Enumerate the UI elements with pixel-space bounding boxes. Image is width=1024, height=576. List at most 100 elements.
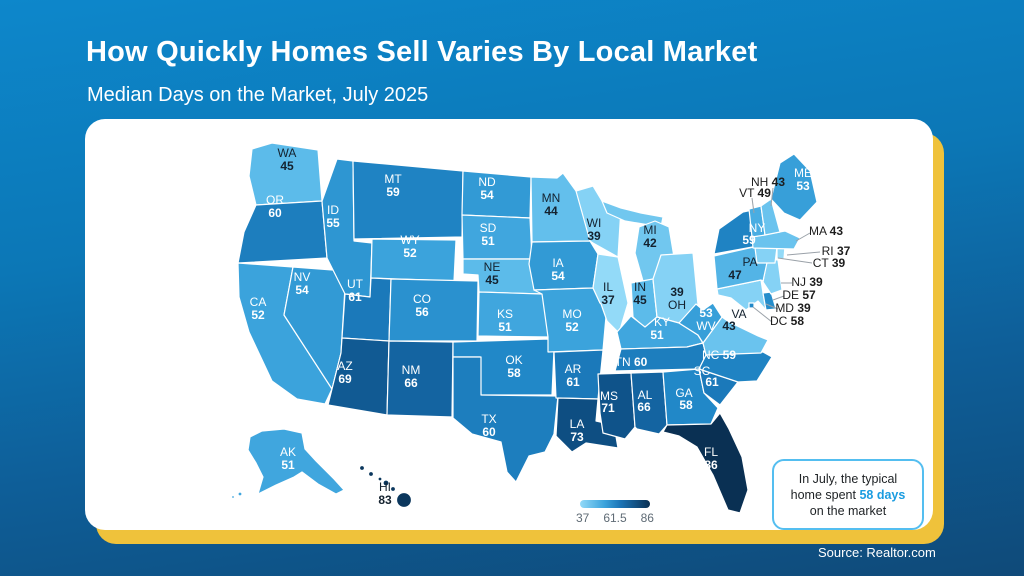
state-MT xyxy=(352,160,464,240)
state-label-IA: 54 xyxy=(551,269,565,283)
state-HI xyxy=(358,464,366,472)
state-label-MS: 71 xyxy=(601,401,615,415)
state-label-WY: 52 xyxy=(403,246,417,260)
state-label-NY: NY xyxy=(749,221,766,235)
state-label-KY: KY xyxy=(654,315,670,329)
state-label-AR: AR xyxy=(565,362,582,376)
state-label-CO: CO xyxy=(413,292,431,306)
state-TX xyxy=(452,356,559,483)
state-label-OR: 60 xyxy=(268,206,282,220)
state-label-TX: 60 xyxy=(482,425,496,439)
state-label-GA: 58 xyxy=(679,398,693,412)
state-label-CO: 56 xyxy=(415,305,429,319)
state-CT xyxy=(754,246,778,264)
state-label-LA: 73 xyxy=(570,430,584,444)
state-label-DE: DE 57 xyxy=(782,288,816,302)
state-label-ID: 55 xyxy=(326,216,340,230)
state-label-VT: VT 49 xyxy=(739,186,771,200)
state-label-IN: 45 xyxy=(633,293,647,307)
state-AK xyxy=(247,428,345,495)
state-label-WI: 39 xyxy=(587,229,601,243)
state-label-SC: SC xyxy=(694,364,711,378)
state-label-AZ: 69 xyxy=(338,372,352,386)
state-label-WY: WY xyxy=(400,233,419,247)
state-label-NE: 45 xyxy=(485,273,499,287)
state-label-MS: MS xyxy=(600,389,618,403)
state-label-NM: NM xyxy=(402,363,421,377)
state-label-AK: AK xyxy=(280,445,296,459)
state-label-MA: MA 43 xyxy=(809,224,843,238)
state-label-ND: ND xyxy=(478,175,496,189)
state-label-MO: MO xyxy=(562,307,581,321)
state-label-MN: MN xyxy=(542,191,561,205)
state-LA xyxy=(555,397,619,453)
state-label-IA: IA xyxy=(552,256,563,270)
state-label-NV: NV xyxy=(294,270,311,284)
state-label-WA: WA xyxy=(278,146,297,160)
state-KS xyxy=(477,291,550,338)
state-label-MN: 44 xyxy=(544,204,558,218)
state-label-WV: 53 xyxy=(699,306,713,320)
state-SD xyxy=(461,214,533,260)
state-NM xyxy=(386,340,454,418)
state-label-OH: OH xyxy=(668,298,686,312)
state-label-OK: 58 xyxy=(507,366,521,380)
state-CO xyxy=(388,278,479,342)
leader-line-DC xyxy=(752,306,773,323)
state-label-MT: 59 xyxy=(386,185,400,199)
state-label-LA: LA xyxy=(570,417,585,431)
state-label-WI: WI xyxy=(587,216,602,230)
state-label-IL: 37 xyxy=(601,293,615,307)
state-label-WV: WV xyxy=(696,319,715,333)
state-label-NC: NC 59 xyxy=(702,348,736,362)
leader-line-RI xyxy=(786,251,821,256)
state-label-IL: IL xyxy=(603,280,613,294)
state-label-NH: NH 43 xyxy=(751,175,785,189)
state-label-MO: 52 xyxy=(565,320,579,334)
state-HI xyxy=(389,485,397,493)
state-HI xyxy=(382,479,390,487)
state-label-ID: ID xyxy=(327,203,339,217)
state-label-ND: 54 xyxy=(480,188,494,202)
state-label-VA: 43 xyxy=(722,319,736,333)
state-label-FL: 86 xyxy=(704,458,718,472)
state-label-MI: 42 xyxy=(643,236,657,250)
state-label-RI: RI 37 xyxy=(822,244,851,258)
source-text: Source: Realtor.com xyxy=(818,545,936,560)
page-title: How Quickly Homes Sell Varies By Local M… xyxy=(86,36,758,68)
state-label-KY: 51 xyxy=(650,328,664,342)
state-DE xyxy=(762,291,777,311)
state-WV xyxy=(678,302,723,344)
state-VA xyxy=(702,316,769,356)
state-label-NM: 66 xyxy=(404,376,418,390)
legend-ticks: 37 61.5 86 xyxy=(576,512,654,524)
leader-line-NH xyxy=(770,187,774,207)
state-label-MT: MT xyxy=(384,172,402,186)
state-label-UT: UT xyxy=(347,277,364,291)
state-label-OK: OK xyxy=(505,353,522,367)
state-label-SD: 51 xyxy=(481,234,495,248)
state-label-ME: 53 xyxy=(796,179,810,193)
callout-highlight: 58 days xyxy=(859,487,906,502)
state-label-DC: DC 58 xyxy=(770,314,804,328)
state-label-AL: 66 xyxy=(637,400,651,414)
callout-text: In July, the typical home spent 58 days … xyxy=(790,471,906,518)
state-label-AL: AL xyxy=(638,388,653,402)
state-HI xyxy=(367,470,375,478)
state-label-IN: IN xyxy=(634,280,646,294)
leader-line-DE xyxy=(772,295,785,301)
leader-line-CT xyxy=(777,257,813,264)
legend-gradient-bar xyxy=(580,500,650,508)
leader-line-MA xyxy=(795,232,811,242)
state-label-TN: TN 60 xyxy=(615,355,648,369)
state-ND xyxy=(461,170,532,219)
state-label-AR: 61 xyxy=(566,375,580,389)
state-label-OH: 39 xyxy=(670,285,684,299)
leader-line-MD xyxy=(765,303,779,310)
state-label-FL: FL xyxy=(704,445,718,459)
state-label-ME: ME xyxy=(794,166,812,180)
state-WI xyxy=(575,185,622,258)
state-label-CA: 52 xyxy=(251,308,265,322)
state-label-MD: MD 39 xyxy=(775,301,811,315)
state-label-UT: 61 xyxy=(348,290,362,304)
